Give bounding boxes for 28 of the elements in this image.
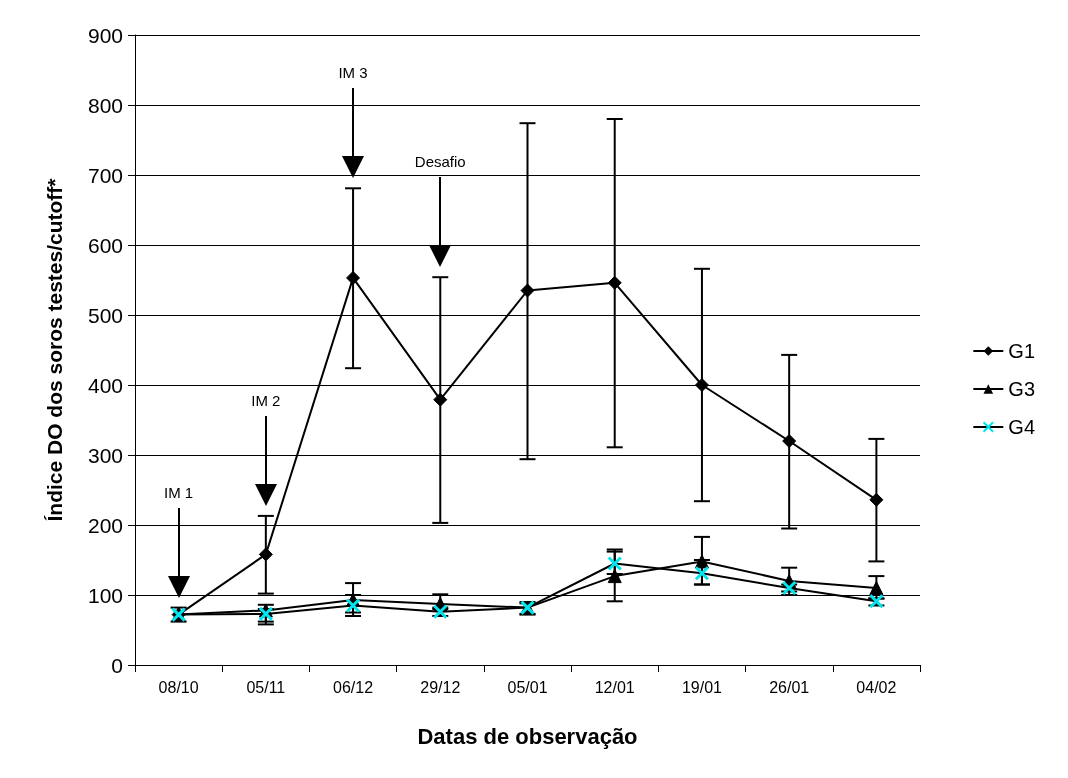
legend-label: G1: [1008, 340, 1036, 362]
annotation: IM 1: [163, 483, 195, 502]
x-tick-label: 05/01: [507, 678, 548, 696]
y-axis-title: Índice DO dos soros testes/cutoff*: [43, 177, 66, 522]
y-tick-label: 900: [87, 23, 123, 47]
y-tick-label: 800: [87, 93, 123, 117]
y-tick-label: 600: [87, 233, 123, 257]
y-tick-label: 200: [87, 513, 123, 537]
annotation: Desafio: [413, 153, 467, 172]
y-tick-label: 700: [87, 163, 123, 187]
x-tick-label: 26/01: [769, 678, 810, 696]
y-tick-label: 400: [87, 373, 123, 397]
x-tick-label: 19/01: [681, 678, 723, 696]
x-tick-label: 04/02: [856, 678, 897, 696]
y-tick-label: 300: [87, 443, 123, 467]
y-tick-label: 500: [87, 303, 123, 327]
y-tick-label: 0: [111, 653, 123, 677]
x-tick-label: 08/10: [158, 678, 199, 696]
x-tick-label: 29/12: [420, 678, 461, 696]
x-axis-title: Datas de observação: [417, 723, 638, 749]
x-tick-label: 06/12: [333, 678, 374, 696]
x-tick-label: 05/11: [246, 678, 286, 696]
x-tick-label: 12/01: [594, 678, 635, 696]
legend-label: G4: [1008, 416, 1036, 438]
annotation: IM 3: [337, 64, 369, 83]
legend-label: G3: [1008, 378, 1036, 400]
annotation: IM 2: [250, 391, 282, 410]
y-tick-label: 100: [87, 583, 123, 607]
